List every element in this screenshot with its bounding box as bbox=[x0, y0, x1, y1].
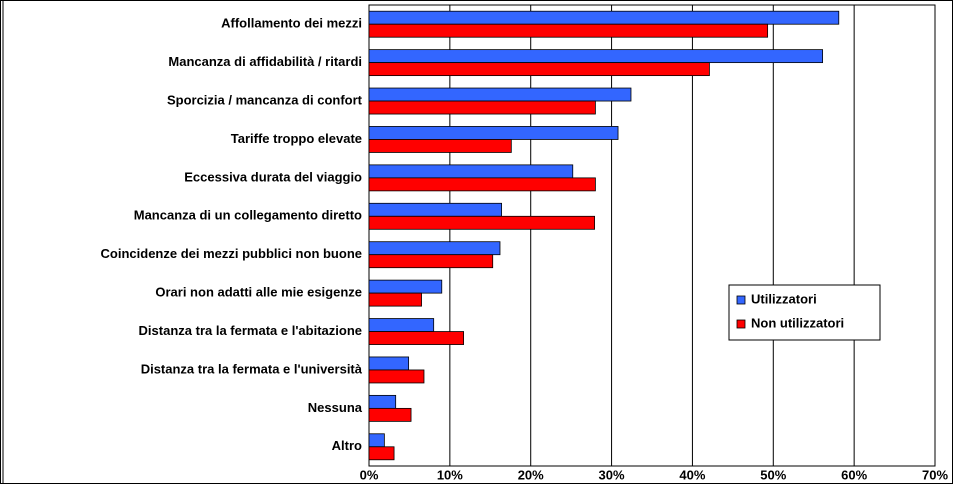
legend-box bbox=[728, 284, 881, 341]
bar bbox=[368, 331, 465, 345]
bar bbox=[368, 433, 385, 448]
bar bbox=[368, 318, 435, 332]
y-tick-label: Mancanza di affidabilità / ritardi bbox=[168, 54, 362, 69]
bar bbox=[368, 215, 595, 230]
bar bbox=[368, 241, 501, 256]
bar bbox=[368, 292, 422, 307]
legend-swatch bbox=[736, 319, 746, 329]
x-tick-label: 60% bbox=[841, 467, 867, 482]
y-tick-label: Sporcizia / mancanza di confort bbox=[167, 92, 363, 107]
bar bbox=[368, 254, 494, 269]
y-tick-label: Coincidenze dei mezzi pubblici non buone bbox=[101, 246, 362, 261]
x-tick-label: 0% bbox=[360, 467, 379, 482]
y-tick-label: Tariffe troppo elevate bbox=[231, 131, 362, 146]
plot-area bbox=[368, 4, 936, 467]
y-tick-label: Eccessiva durata del viaggio bbox=[184, 169, 362, 184]
bar bbox=[368, 356, 410, 371]
x-tick-label: 10% bbox=[437, 467, 463, 482]
x-tick-label: 70% bbox=[922, 467, 948, 482]
bar bbox=[368, 369, 425, 384]
bar bbox=[368, 126, 619, 140]
x-tick-label: 40% bbox=[679, 467, 705, 482]
legend-label: Utilizzatori bbox=[751, 291, 817, 306]
x-tick-label: 50% bbox=[760, 467, 786, 482]
bar bbox=[368, 62, 710, 77]
bar bbox=[368, 49, 824, 64]
bar bbox=[368, 446, 395, 461]
bar bbox=[368, 202, 503, 217]
bar bbox=[368, 394, 397, 409]
y-tick-label: Mancanza di un collegamento diretto bbox=[134, 208, 362, 223]
bar bbox=[368, 407, 412, 422]
y-tick-label: Distanza tra la fermata e l'abitazione bbox=[139, 323, 362, 338]
bar bbox=[368, 87, 632, 102]
y-tick-label: Altro bbox=[332, 438, 362, 453]
bar bbox=[368, 177, 596, 192]
y-tick-label: Orari non adatti alle mie esigenze bbox=[155, 285, 362, 300]
y-tick-label: Nessuna bbox=[308, 400, 363, 415]
bar bbox=[368, 164, 574, 179]
bar bbox=[368, 10, 840, 25]
bar bbox=[368, 279, 443, 294]
bar bbox=[368, 23, 769, 38]
y-tick-label: Affollamento dei mezzi bbox=[221, 16, 362, 31]
x-tick-label: 20% bbox=[518, 467, 544, 482]
bar bbox=[368, 100, 596, 115]
legend-label: Non utilizzatori bbox=[751, 315, 844, 330]
legend-swatch bbox=[736, 295, 746, 305]
x-tick-label: 30% bbox=[599, 467, 625, 482]
y-tick-label: Distanza tra la fermata e l'università bbox=[141, 361, 363, 376]
bar bbox=[368, 139, 512, 153]
